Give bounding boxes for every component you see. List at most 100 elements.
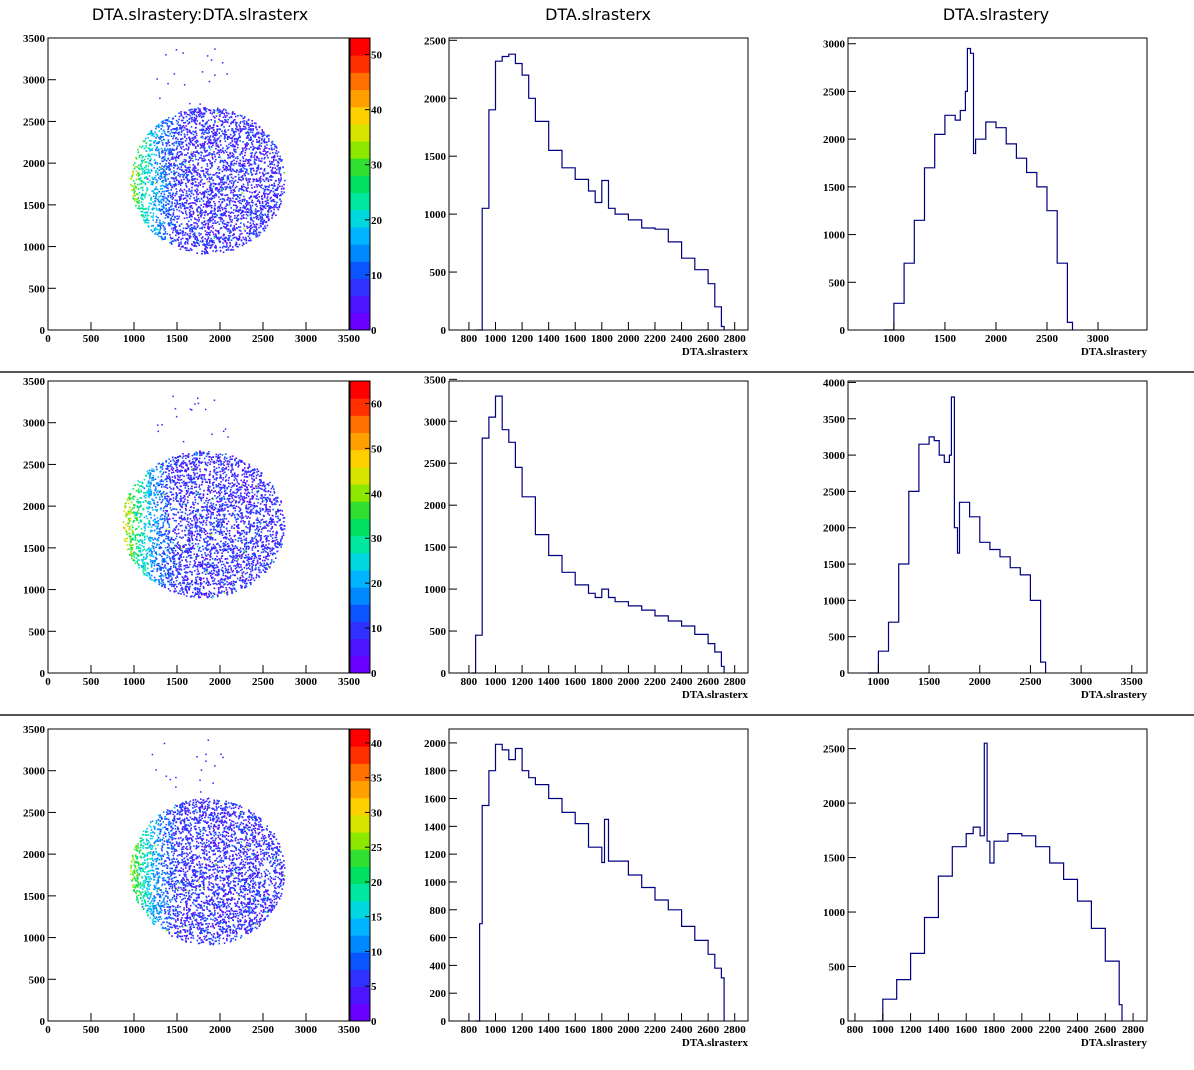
scatter-point (147, 502, 149, 504)
scatter-point (244, 143, 246, 146)
scatter-point (194, 178, 197, 180)
scatter-point (255, 474, 258, 477)
scatter-point (209, 125, 211, 128)
scatter-point (224, 504, 226, 506)
scatter-point (210, 127, 213, 129)
scatter-point (243, 223, 245, 225)
scatter-point (260, 546, 263, 548)
scatter-point (180, 223, 183, 225)
scatter-point (195, 196, 198, 198)
scatter-point (233, 499, 235, 501)
scatter-point (135, 178, 138, 181)
scatter-point (260, 145, 262, 147)
scatter-point (138, 567, 140, 569)
scatter-point (136, 517, 138, 519)
scatter-point (197, 564, 199, 566)
scatter-point (178, 131, 181, 134)
scatter-point (241, 585, 243, 588)
scatter-point (183, 174, 185, 177)
scatter-point (227, 136, 230, 139)
scatter-point (230, 239, 233, 241)
scatter-point (245, 120, 248, 123)
scatter-point (186, 167, 188, 169)
scatter-point (195, 228, 197, 230)
scatter-point (235, 123, 237, 125)
scatter-point (242, 484, 244, 486)
scatter-point (148, 503, 150, 505)
scatter-point (239, 165, 242, 167)
scatter-point (196, 223, 198, 225)
scatter-point (222, 150, 224, 153)
scatter-point (196, 200, 198, 203)
scatter-point (143, 147, 146, 150)
scatter-point (227, 183, 230, 186)
scatter-point (183, 122, 185, 124)
scatter-point (190, 204, 193, 207)
scatter-point (204, 224, 207, 226)
scatter-point (252, 178, 254, 180)
scatter-point (267, 219, 270, 222)
hist-xtick-label: 1000 (485, 333, 508, 345)
scatter-point (259, 160, 262, 162)
scatter-point (166, 184, 168, 187)
scatter-point (173, 128, 175, 131)
scatter-point (184, 168, 187, 171)
scatter-point (218, 206, 221, 208)
scatter-point (264, 134, 266, 136)
scatter-point (137, 201, 140, 204)
scatter-point (155, 127, 157, 130)
scatter-point (130, 511, 132, 514)
scatter-point (166, 233, 169, 235)
scatter-point (143, 167, 146, 169)
scatter-point (192, 202, 195, 204)
scatter-point (167, 148, 169, 150)
scatter-point (232, 120, 235, 123)
scatter-point (134, 537, 137, 539)
scatter-point (204, 214, 206, 216)
scatter-point (175, 131, 177, 133)
scatter-point (186, 119, 188, 122)
scatter-point (169, 234, 171, 236)
scatter-point (171, 123, 174, 125)
scatter-point (263, 192, 265, 194)
scatter-point (153, 203, 156, 205)
scatter-point (170, 164, 172, 167)
scatter-point (226, 225, 228, 227)
scatter-point (226, 137, 229, 139)
scatter-point (194, 108, 196, 110)
scatter-point (169, 583, 171, 586)
scatter-point (179, 229, 182, 231)
scatter-point (204, 123, 207, 126)
scatter-point (198, 109, 200, 111)
scatter-point (177, 181, 180, 183)
scatter-point (255, 223, 258, 226)
scatter-point (257, 218, 260, 221)
scatter-point (218, 153, 221, 156)
scatter-point (227, 178, 230, 180)
scatter-point (245, 205, 247, 208)
scatter-point (276, 201, 278, 204)
scatter-point (254, 545, 257, 548)
scatter-point (244, 149, 247, 152)
scatter-point (172, 223, 174, 226)
scatter-point (155, 195, 157, 198)
scatter-point (204, 176, 207, 178)
scatter-point (187, 485, 189, 488)
scatter-point (263, 556, 265, 559)
scatter-point (150, 199, 152, 201)
scatter-point (210, 575, 212, 577)
scatter-point (167, 503, 170, 505)
scatter-point (165, 171, 167, 174)
scatter-point (225, 226, 227, 228)
scatter-point (167, 196, 169, 198)
scatter-point (171, 469, 174, 471)
scatter-point (161, 180, 164, 182)
scatter-point (162, 492, 164, 494)
scatter-point (233, 209, 235, 211)
scatter-point (185, 184, 187, 187)
scatter-point (165, 471, 167, 473)
scatter-point (223, 526, 225, 528)
scatter-point (153, 204, 155, 206)
scatter-point (162, 575, 165, 577)
scatter-point (155, 207, 158, 210)
